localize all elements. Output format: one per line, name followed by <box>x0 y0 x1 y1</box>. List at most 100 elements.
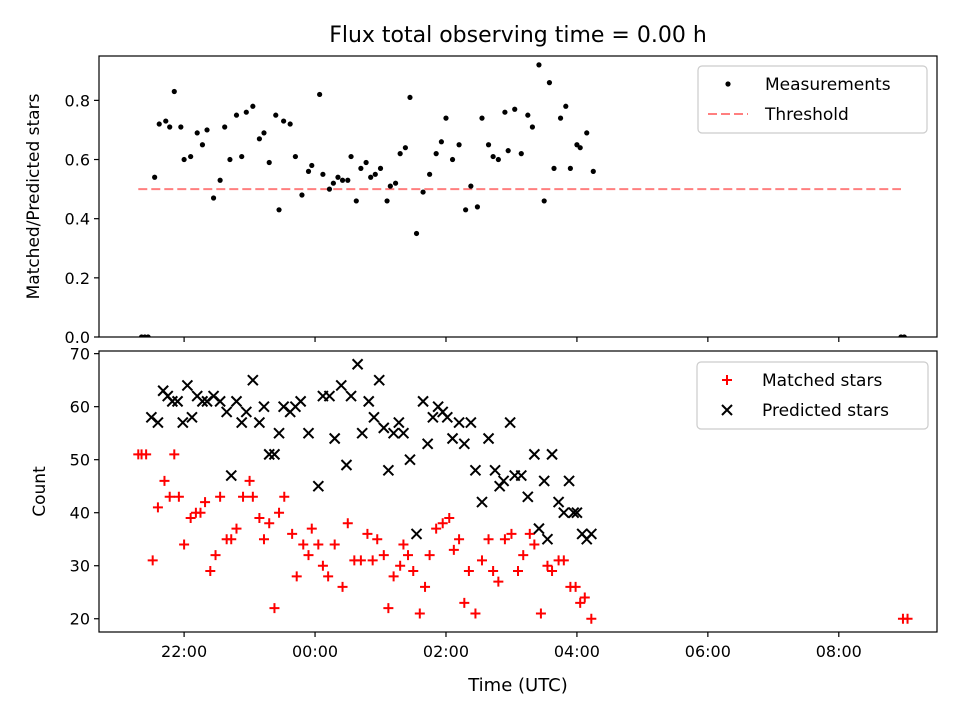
data-point <box>504 416 516 429</box>
data-point <box>238 491 249 502</box>
data-point <box>395 560 406 571</box>
data-point <box>535 608 546 619</box>
data-point <box>210 195 217 201</box>
data-point <box>274 507 285 518</box>
data-point <box>482 432 495 445</box>
data-point <box>563 103 569 109</box>
data-point <box>358 165 364 171</box>
data-point <box>363 159 369 166</box>
data-point <box>159 475 170 486</box>
data-point <box>524 528 535 539</box>
data-point <box>427 411 439 423</box>
y-tick-label: 0.0 <box>65 328 90 347</box>
data-point <box>571 507 583 519</box>
data-point <box>210 550 221 561</box>
data-point <box>378 550 389 561</box>
data-point <box>505 148 511 154</box>
data-point <box>497 475 510 487</box>
data-point <box>458 438 471 450</box>
data-point <box>533 522 545 535</box>
y-tick-label: 60 <box>70 398 90 417</box>
data-point <box>345 177 351 183</box>
data-point <box>185 513 196 524</box>
data-point <box>506 528 517 539</box>
data-point <box>495 156 501 163</box>
data-point <box>902 613 913 624</box>
data-point <box>171 395 184 408</box>
data-point <box>382 464 395 476</box>
data-point <box>178 124 184 130</box>
series-plus <box>133 449 913 624</box>
data-point <box>522 491 534 503</box>
data-point <box>398 539 409 550</box>
data-point <box>529 124 536 130</box>
data-point <box>167 124 173 130</box>
data-point <box>240 406 253 418</box>
data-point <box>339 177 346 183</box>
data-point <box>420 581 431 592</box>
y-tick-label: 20 <box>70 610 90 629</box>
data-point <box>403 550 414 561</box>
data-point <box>577 145 583 151</box>
data-point <box>152 416 164 429</box>
data-points <box>133 358 913 624</box>
data-point <box>542 560 553 571</box>
data-point <box>281 118 287 124</box>
data-point <box>413 230 420 237</box>
data-point <box>312 480 325 492</box>
data-point <box>337 581 348 592</box>
data-point <box>536 62 542 68</box>
data-point <box>515 469 527 482</box>
data-point <box>302 427 315 439</box>
data-point <box>469 464 482 476</box>
data-point <box>320 171 326 177</box>
data-point <box>244 475 255 486</box>
data-point <box>145 334 151 337</box>
data-point <box>196 395 209 408</box>
data-point <box>147 555 158 566</box>
data-point <box>525 112 531 118</box>
data-point <box>454 534 465 545</box>
data-point <box>431 523 442 534</box>
data-point <box>335 174 341 180</box>
legend-label: Measurements <box>765 75 891 95</box>
data-point <box>266 159 272 166</box>
data-point <box>231 523 242 534</box>
data-point <box>166 395 179 408</box>
data-point <box>518 151 524 157</box>
data-point <box>463 207 469 213</box>
data-point <box>253 416 266 429</box>
data-point <box>243 109 249 115</box>
data-point <box>417 395 429 408</box>
data-point <box>342 518 353 529</box>
data-point <box>268 448 281 461</box>
data-point <box>421 438 434 450</box>
data-point <box>287 528 298 539</box>
data-point <box>230 395 243 408</box>
data-point <box>236 416 248 429</box>
data-point <box>558 507 570 519</box>
data-point <box>367 555 378 566</box>
data-point <box>468 183 474 189</box>
x-tick-label: 04:00 <box>554 642 600 661</box>
data-point <box>551 165 557 171</box>
data-point <box>294 395 307 408</box>
y-tick-label: 0.6 <box>65 151 90 170</box>
x-axis-label: Time (UTC) <box>467 675 568 696</box>
data-point <box>558 555 569 566</box>
data-point <box>250 103 256 109</box>
y-tick-label: 30 <box>70 557 90 576</box>
data-point <box>227 156 233 163</box>
data-point <box>485 142 492 148</box>
data-point <box>356 427 368 439</box>
data-point <box>247 374 259 386</box>
y-tick-label: 0.2 <box>65 269 90 288</box>
data-points <box>138 62 907 337</box>
data-point <box>194 130 200 136</box>
data-point <box>305 168 312 174</box>
data-point <box>483 534 494 545</box>
data-point <box>476 496 488 508</box>
data-point <box>222 124 228 130</box>
data-point <box>444 513 455 524</box>
